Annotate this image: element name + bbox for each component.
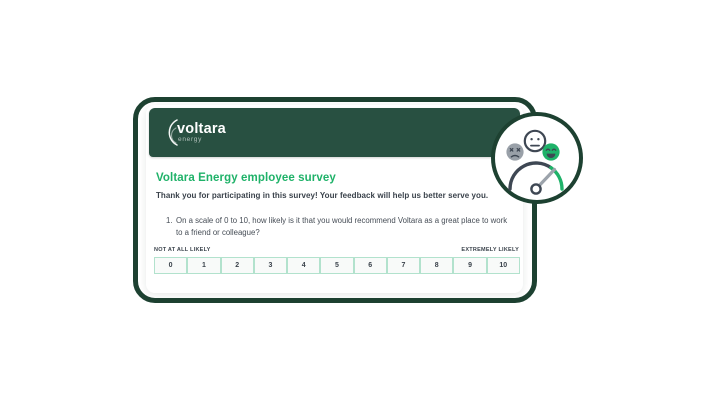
nps-option[interactable]: 7	[386, 257, 421, 274]
nps-option[interactable]: 1	[187, 257, 221, 274]
nps-option[interactable]: 3	[253, 257, 288, 274]
question-text: On a scale of 0 to 10, how likely is it …	[176, 216, 508, 237]
question-number: 1.	[166, 216, 173, 225]
nps-option[interactable]: 10	[486, 257, 520, 274]
nps-option[interactable]: 8	[420, 257, 454, 274]
nps-option[interactable]: 4	[287, 257, 321, 274]
nps-option[interactable]: 2	[220, 257, 254, 274]
satisfaction-badge	[491, 112, 583, 204]
scale-label-right: EXTREMELY LIKELY	[461, 247, 519, 253]
question-item: 1. On a scale of 0 to 10, how likely is …	[166, 215, 514, 238]
nps-option[interactable]: 6	[353, 257, 387, 274]
survey-title: Voltara Energy employee survey	[156, 172, 336, 184]
scale-labels: NOT AT ALL LIKELY EXTREMELY LIKELY	[154, 247, 519, 253]
nps-option[interactable]: 0	[154, 257, 188, 274]
nps-option[interactable]: 9	[453, 257, 487, 274]
gauge-icon	[508, 161, 564, 195]
nps-scale: 0 1 2 3 4 5 6 7 8 9 10	[154, 257, 520, 274]
logo-sub: energy	[178, 136, 203, 143]
card-header: voltara energy	[149, 108, 520, 157]
logo-arc-icon	[168, 118, 178, 146]
satisfaction-icons	[506, 129, 564, 195]
logo-text: voltara energy	[177, 120, 226, 144]
neutral-face-icon	[523, 129, 547, 153]
logo-brand: voltara	[177, 120, 226, 137]
voltara-logo: voltara energy	[164, 118, 226, 148]
happy-face-icon	[542, 143, 560, 161]
nps-option[interactable]: 5	[320, 257, 354, 274]
gauge-hub	[530, 183, 542, 195]
survey-intro: Thank you for participating in this surv…	[156, 191, 489, 200]
scale-label-left: NOT AT ALL LIKELY	[154, 247, 211, 253]
survey-card: voltara energy Voltara Energy employee s…	[146, 105, 523, 293]
angry-face-icon	[506, 143, 524, 161]
